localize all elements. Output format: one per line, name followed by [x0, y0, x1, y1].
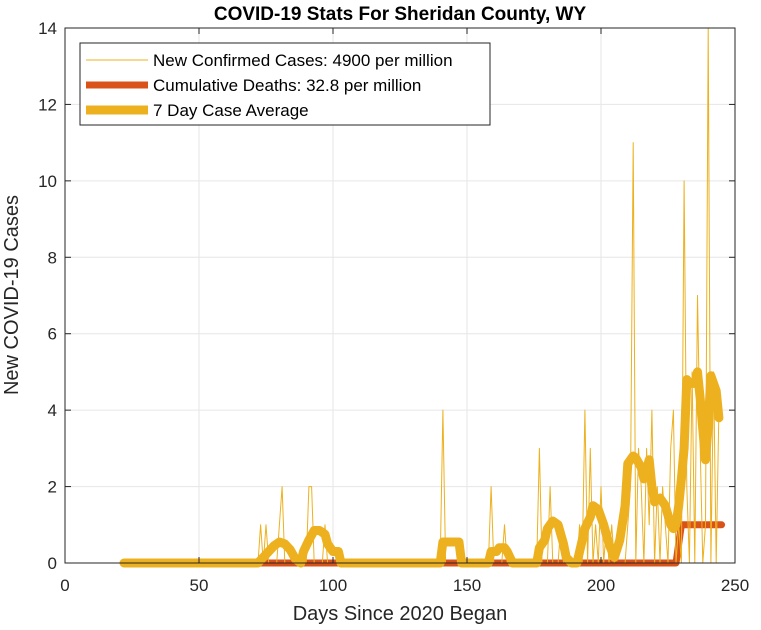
- y-tick-label: 6: [48, 325, 57, 344]
- x-tick-label: 0: [60, 576, 69, 595]
- legend-label-deaths: Cumulative Deaths: 32.8 per million: [153, 76, 421, 95]
- x-tick-label: 250: [721, 576, 749, 595]
- y-tick-label: 10: [38, 172, 57, 191]
- y-tick-label: 2: [48, 478, 57, 497]
- y-tick-label: 12: [38, 95, 57, 114]
- plot-frame: [64, 27, 736, 564]
- x-axis-title: Days Since 2020 Began: [293, 603, 508, 625]
- y-tick-label: 8: [48, 248, 57, 267]
- y-tick-label: 0: [48, 554, 57, 573]
- legend-label-average: 7 Day Case Average: [153, 101, 309, 120]
- legend: New Confirmed Cases: 4900 per million Cu…: [79, 42, 491, 126]
- legend-box: [79, 42, 491, 126]
- x-tick-label: 100: [319, 576, 347, 595]
- x-tick-label: 50: [190, 576, 209, 595]
- x-tick-label: 150: [453, 576, 481, 595]
- y-tick-label: 4: [48, 401, 57, 420]
- x-tick-label: 200: [587, 576, 615, 595]
- axis-ticks: 0 50 100 150 200 250 0 2 4 6 8 10 12 14: [38, 19, 749, 595]
- y-tick-label: 14: [38, 19, 57, 38]
- chart-title: COVID-19 Stats For Sheridan County, WY: [214, 4, 587, 25]
- legend-label-new-cases: New Confirmed Cases: 4900 per million: [153, 51, 453, 70]
- y-axis-title: New COVID-19 Cases: [1, 195, 23, 395]
